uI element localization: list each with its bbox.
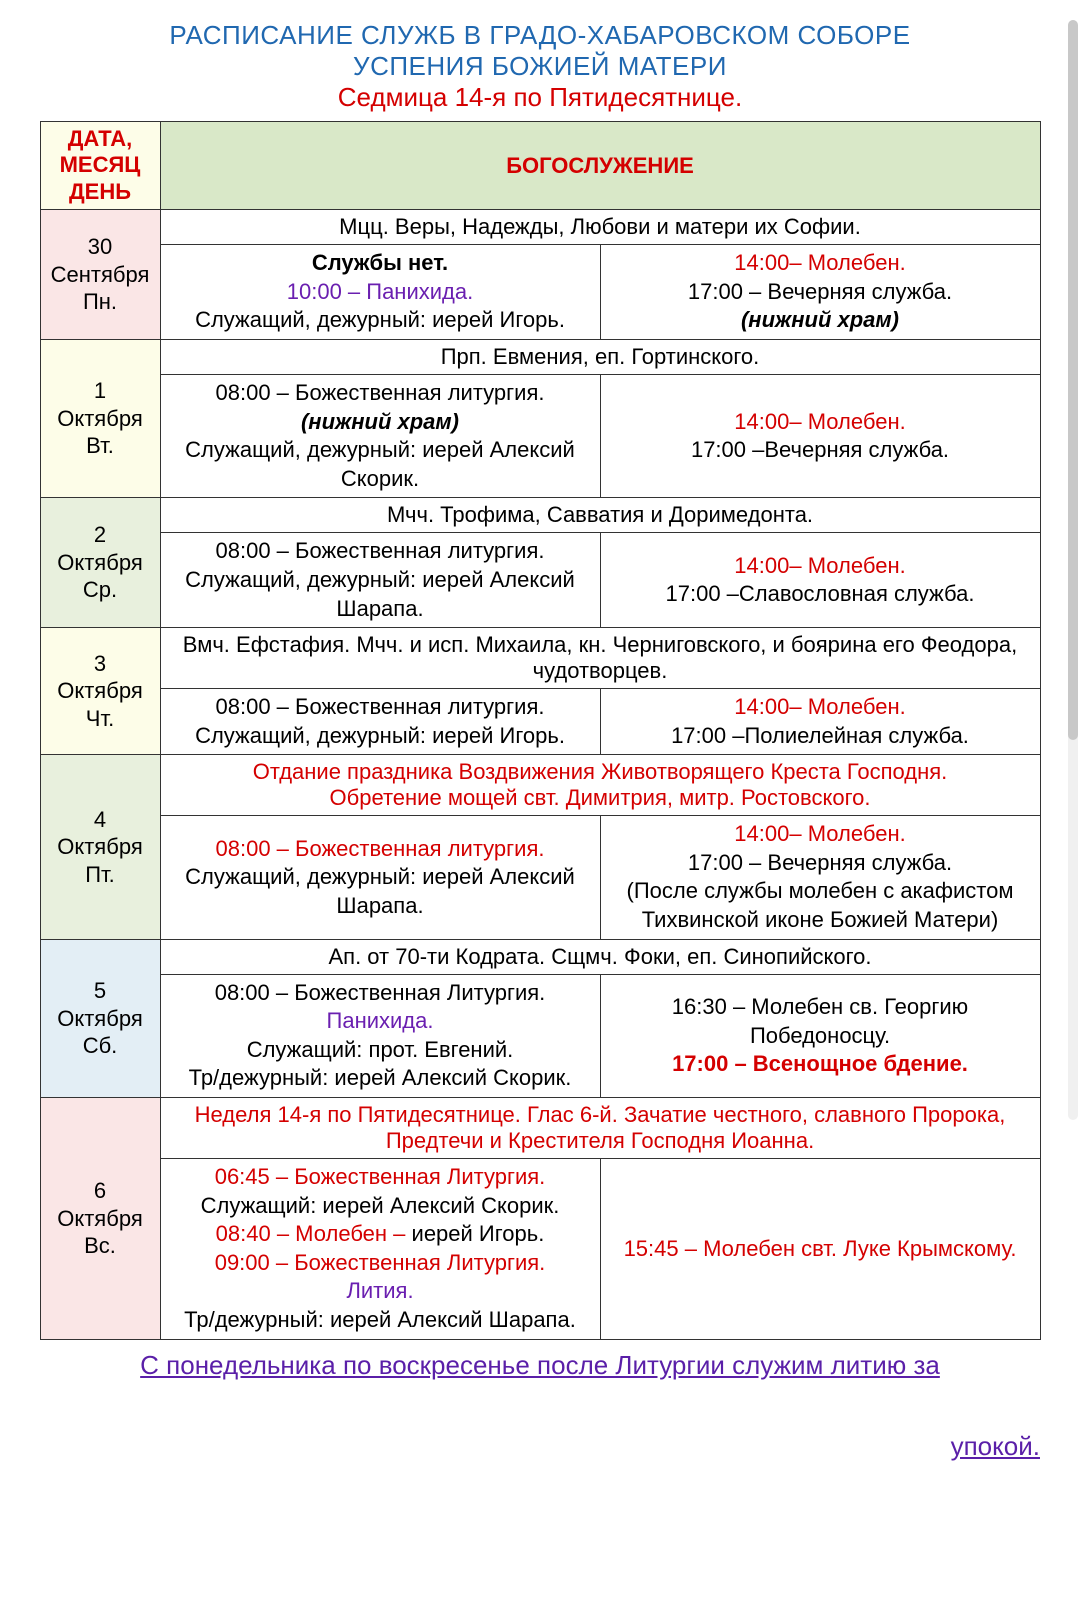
service-left: 08:00 – Божественная литургия.Служащий, … — [160, 689, 600, 755]
table-row: 08:00 – Божественная литургия.(нижний хр… — [40, 374, 1040, 497]
table-row: 08:00 – Божественная Литургия.Панихида.С… — [40, 974, 1040, 1097]
date-cell: 30СентябряПн. — [40, 210, 160, 340]
header-row: ДАТА, МЕСЯЦ ДЕНЬ БОГОСЛУЖЕНИЕ — [40, 122, 1040, 210]
table-row: Службы нет.10:00 – Панихида.Служащий, де… — [40, 245, 1040, 340]
service-left: 06:45 – Божественная Литургия.Служащий: … — [160, 1159, 600, 1340]
table-row: 08:00 – Божественная литургия.Служащий, … — [40, 533, 1040, 628]
feast-cell: Вмч. Ефстафия. Мчч. и исп. Михаила, кн. … — [160, 628, 1040, 689]
feast-cell: Отдание праздника Воздвижения Животворящ… — [160, 755, 1040, 816]
feast-cell: Ап. от 70-ти Кодрата. Сщмч. Фоки, еп. Си… — [160, 939, 1040, 974]
date-cell: 1ОктябряВт. — [40, 339, 160, 497]
service-right: 14:00– Молебен.17:00 –Вечерняя служба. — [600, 374, 1040, 497]
service-left: 08:00 – Божественная литургия.Служащий, … — [160, 816, 600, 939]
footer-link-1[interactable]: С понедельника по воскресенье после Литу… — [140, 1350, 940, 1380]
title-line-3: Седмица 14-я по Пятидесятнице. — [20, 82, 1060, 113]
date-cell: 2ОктябряСр. — [40, 498, 160, 628]
date-cell: 3ОктябряЧт. — [40, 628, 160, 755]
date-cell: 5ОктябряСб. — [40, 939, 160, 1097]
table-row: 5ОктябряСб.Ап. от 70-ти Кодрата. Сщмч. Ф… — [40, 939, 1040, 974]
footer-note-1: С понедельника по воскресенье после Литу… — [40, 1350, 1040, 1381]
table-row: 08:00 – Божественная литургия.Служащий, … — [40, 816, 1040, 939]
service-left: 08:00 – Божественная Литургия.Панихида.С… — [160, 974, 600, 1097]
table-row: 08:00 – Божественная литургия.Служащий, … — [40, 689, 1040, 755]
service-right: 15:45 – Молебен свт. Луке Крымскому. — [600, 1159, 1040, 1340]
service-right: 14:00– Молебен.17:00 –Славословная служб… — [600, 533, 1040, 628]
feast-cell: Неделя 14-я по Пятидесятнице. Глас 6-й. … — [160, 1098, 1040, 1159]
table-row: 06:45 – Божественная Литургия.Служащий: … — [40, 1159, 1040, 1340]
service-left: 08:00 – Божественная литургия.(нижний хр… — [160, 374, 600, 497]
table-row: 4ОктябряПт.Отдание праздника Воздвижения… — [40, 755, 1040, 816]
table-row: 3ОктябряЧт.Вмч. Ефстафия. Мчч. и исп. Ми… — [40, 628, 1040, 689]
service-left: 08:00 – Божественная литургия.Служащий, … — [160, 533, 600, 628]
title-block: РАСПИСАНИЕ СЛУЖБ В ГРАДО-ХАБАРОВСКОМ СОБ… — [20, 20, 1060, 113]
header-service: БОГОСЛУЖЕНИЕ — [160, 122, 1040, 210]
service-left: Службы нет.10:00 – Панихида.Служащий, де… — [160, 245, 600, 340]
date-cell: 4ОктябряПт. — [40, 755, 160, 939]
date-cell: 6ОктябряВс. — [40, 1098, 160, 1340]
service-right: 14:00– Молебен.17:00 –Полиелейная служба… — [600, 689, 1040, 755]
title-line-1: РАСПИСАНИЕ СЛУЖБ В ГРАДО-ХАБАРОВСКОМ СОБ… — [20, 20, 1060, 51]
table-row: 30СентябряПн.Мцц. Веры, Надежды, Любови … — [40, 210, 1040, 245]
service-right: 14:00– Молебен.17:00 – Вечерняя служба.(… — [600, 245, 1040, 340]
footer-link-2[interactable]: упокой. — [951, 1431, 1040, 1461]
service-right: 16:30 – Молебен св. Георгию Победоносцу.… — [600, 974, 1040, 1097]
feast-cell: Прп. Евмения, еп. Гортинского. — [160, 339, 1040, 374]
header-date: ДАТА, МЕСЯЦ ДЕНЬ — [40, 122, 160, 210]
scrollbar-thumb[interactable] — [1068, 20, 1078, 740]
table-row: 2ОктябряСр.Мчч. Трофима, Савватия и Дори… — [40, 498, 1040, 533]
scrollbar-track[interactable] — [1068, 20, 1078, 1120]
title-line-2: УСПЕНИЯ БОЖИЕЙ МАТЕРИ — [20, 51, 1060, 82]
table-row: 1ОктябряВт.Прп. Евмения, еп. Гортинского… — [40, 339, 1040, 374]
footer-note-2: упокой. — [40, 1431, 1040, 1462]
table-row: 6ОктябряВс.Неделя 14-я по Пятидесятнице.… — [40, 1098, 1040, 1159]
feast-cell: Мчч. Трофима, Савватия и Доримедонта. — [160, 498, 1040, 533]
service-right: 14:00– Молебен.17:00 – Вечерняя служба.(… — [600, 816, 1040, 939]
schedule-table: ДАТА, МЕСЯЦ ДЕНЬ БОГОСЛУЖЕНИЕ 30Сентября… — [40, 121, 1041, 1340]
feast-cell: Мцц. Веры, Надежды, Любови и матери их С… — [160, 210, 1040, 245]
